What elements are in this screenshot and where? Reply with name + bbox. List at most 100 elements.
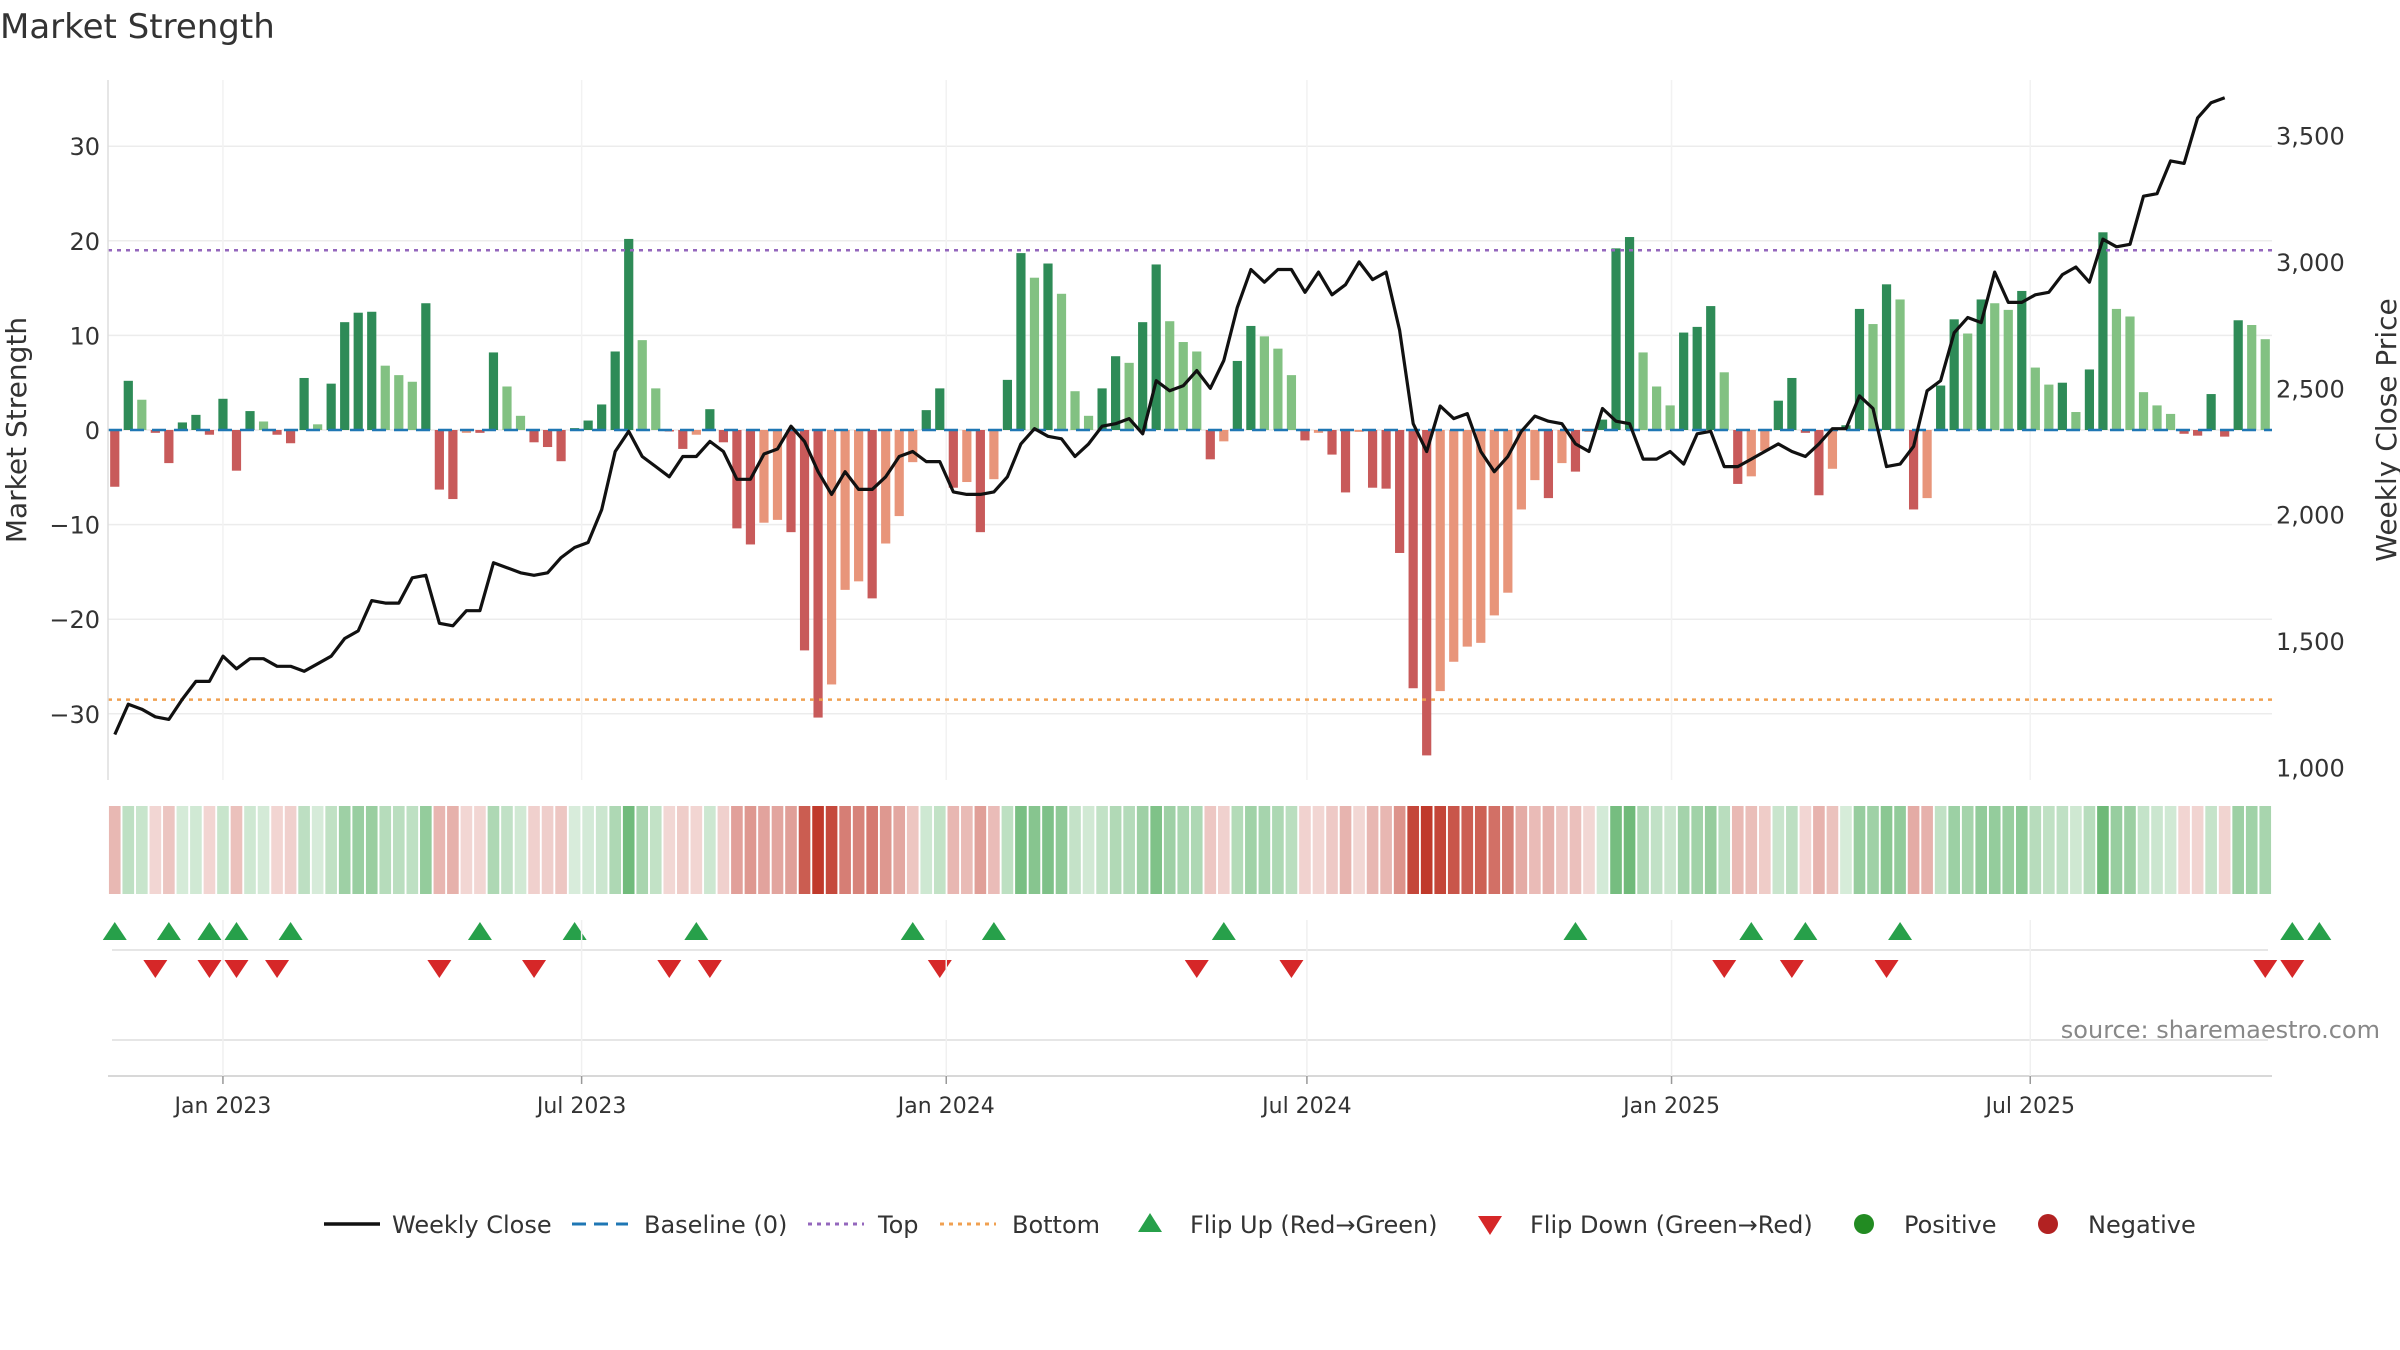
strength-bar: [1570, 430, 1581, 472]
right-tick-label: 3,500: [2276, 123, 2345, 151]
x-tick-label: Jan 2024: [896, 1094, 995, 1119]
price-line: [113, 96, 2226, 736]
heat-cell: [1515, 806, 1528, 894]
strength-bar: [542, 430, 553, 448]
strength-bar: [637, 340, 647, 430]
flip-down-marker: [697, 960, 722, 978]
heat-cell: [2124, 806, 2136, 894]
heat-cell: [731, 806, 743, 894]
strength-bar: [1827, 430, 1838, 469]
left-tick-label: 0: [85, 417, 100, 445]
heat-cell: [176, 806, 189, 894]
heat-cell: [284, 806, 297, 894]
strength-bar: [1895, 299, 1905, 430]
heat-cell: [2056, 806, 2069, 894]
strength-bar: [1624, 237, 1635, 430]
strength-bar: [461, 430, 472, 433]
heat-cell: [839, 806, 851, 894]
heat-cell: [852, 806, 865, 894]
heat-cell: [2191, 806, 2204, 894]
strength-bar: [1246, 325, 1256, 430]
right-tick-label: 1,000: [2276, 754, 2345, 782]
strength-bar: [313, 424, 323, 430]
strength-bar: [1922, 430, 1932, 499]
strength-bar: [1327, 430, 1337, 455]
heat-cell: [812, 806, 824, 894]
heat-cell: [1326, 806, 1338, 894]
heat-cell: [555, 806, 567, 894]
heat-cell: [1542, 806, 1555, 894]
flip-up-marker: [981, 922, 1006, 940]
heat-cell: [2002, 806, 2015, 894]
heat-cell: [1150, 806, 1163, 894]
heat-cell: [149, 806, 162, 894]
weekly-close-line: [113, 96, 2226, 736]
strength-bar: [123, 380, 133, 430]
strength-bar: [245, 411, 255, 430]
strength-bar: [2125, 316, 2135, 430]
strength-bar: [434, 430, 444, 490]
heat-cell: [758, 806, 770, 894]
strength-bar: [1908, 430, 1919, 510]
strength-bar: [745, 430, 756, 545]
right-tick-label: 3,000: [2276, 249, 2345, 277]
heat-cell: [1069, 806, 1081, 894]
heat-cell: [879, 806, 892, 894]
strength-bar: [1422, 430, 1432, 756]
heat-cell: [1285, 806, 1298, 894]
strength-bar: [935, 388, 945, 430]
heat-cell: [2083, 806, 2096, 894]
heat-cell: [961, 806, 973, 894]
strength-bar: [137, 399, 147, 430]
heat-cell: [2137, 806, 2150, 894]
heat-cell: [798, 806, 811, 894]
heat-cell: [1799, 806, 1812, 894]
strength-bar: [1733, 430, 1743, 484]
left-tick-label: −30: [49, 701, 100, 729]
strength-bar: [1300, 430, 1310, 441]
flip-down-marker: [2280, 960, 2305, 978]
strength-bar: [231, 430, 242, 471]
strength-bar: [2003, 309, 2013, 430]
heat-cell: [1461, 806, 1474, 894]
heat-cell: [1853, 806, 1866, 894]
legend-label: Negative: [2088, 1211, 2196, 1239]
strength-bar: [908, 430, 918, 463]
flip-down-marker: [265, 960, 290, 978]
heat-cell: [947, 806, 960, 894]
flip-down-marker: [1184, 960, 1209, 978]
strength-bar: [962, 430, 972, 483]
heat-cell: [1988, 806, 2001, 894]
heat-cell: [676, 806, 689, 894]
strength-bar: [678, 430, 688, 449]
heat-cell: [974, 806, 987, 894]
time-axis: Jan 2023 Jul 2023 Jan 2024 Jul 2024 Jan 2025…: [108, 920, 2272, 1119]
strength-bar: [1165, 321, 1175, 430]
heat-cell: [1894, 806, 1906, 894]
strength-bar: [1016, 253, 1026, 430]
flip-markers: [102, 922, 2332, 978]
strength-bar: [1638, 352, 1648, 430]
strength-bar: [854, 430, 864, 582]
heat-cell: [406, 806, 419, 894]
heat-cell: [2097, 806, 2109, 894]
flip-down-marker: [657, 960, 682, 978]
legend-label: Flip Up (Red→Green): [1190, 1211, 1438, 1239]
heat-cell: [1975, 806, 1988, 894]
flip-down-marker: [1279, 960, 1304, 978]
strength-bar: [475, 430, 485, 433]
strength-bar: [150, 430, 160, 433]
heat-cell: [1474, 806, 1487, 894]
right-tick-label: 2,000: [2276, 502, 2345, 530]
heat-cell: [1123, 806, 1135, 894]
strength-bar: [1476, 430, 1486, 643]
flip-up-marker: [102, 922, 127, 940]
heat-cell: [541, 806, 554, 894]
strength-bar: [1205, 430, 1215, 460]
x-tick-label: Jan 2025: [1621, 1094, 1720, 1119]
heat-cell: [392, 806, 405, 894]
heat-cell: [1109, 806, 1122, 894]
strength-bar: [191, 414, 201, 430]
strength-bar: [1652, 386, 1662, 430]
legend-label: Positive: [1904, 1211, 1997, 1239]
